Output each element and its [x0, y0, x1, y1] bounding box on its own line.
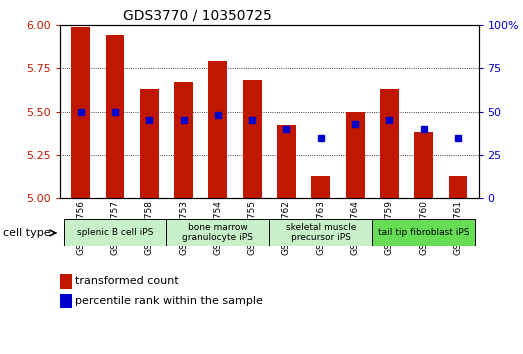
Bar — [166, 219, 269, 246]
Bar — [269, 219, 372, 246]
Text: skeletal muscle
precursor iPS: skeletal muscle precursor iPS — [286, 223, 356, 242]
Bar — [346, 112, 365, 198]
Bar — [174, 82, 193, 198]
Bar — [372, 219, 475, 246]
Bar — [243, 80, 262, 198]
Text: tail tip fibroblast iPS: tail tip fibroblast iPS — [378, 228, 470, 237]
Text: GDS3770 / 10350725: GDS3770 / 10350725 — [123, 8, 271, 22]
Bar — [311, 176, 330, 198]
Bar — [140, 89, 159, 198]
Text: cell type: cell type — [3, 228, 50, 238]
Bar — [414, 132, 433, 198]
Bar — [209, 61, 228, 198]
Text: splenic B cell iPS: splenic B cell iPS — [77, 228, 153, 237]
Text: transformed count: transformed count — [75, 276, 178, 286]
Bar — [106, 35, 124, 198]
Bar — [71, 27, 90, 198]
Bar — [380, 89, 399, 198]
Text: percentile rank within the sample: percentile rank within the sample — [75, 296, 263, 306]
Text: bone marrow
granulocyte iPS: bone marrow granulocyte iPS — [183, 223, 253, 242]
Bar — [449, 176, 468, 198]
Bar — [277, 125, 296, 198]
Bar — [64, 219, 166, 246]
